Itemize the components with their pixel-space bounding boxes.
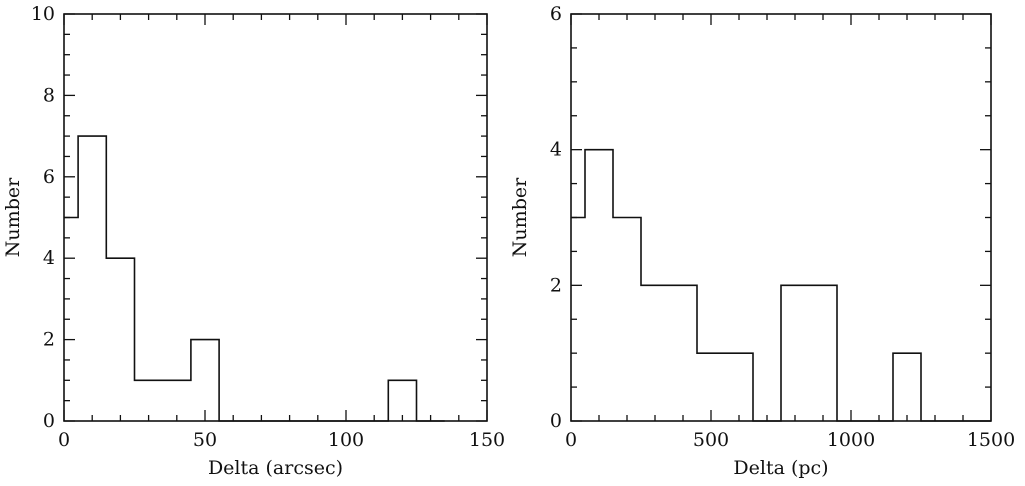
x-tick-label: 100 <box>328 429 364 451</box>
x-tick-label: 1500 <box>967 429 1015 451</box>
x-tick-label: 0 <box>58 429 70 451</box>
y-tick-label: 6 <box>550 3 562 25</box>
x-tick-label: 150 <box>469 429 505 451</box>
y-axis-label: Number <box>509 177 531 257</box>
minor-ticks <box>571 14 991 421</box>
histogram-outline <box>571 148 991 422</box>
y-tick-labels: 0 2 4 6 8 10 <box>31 3 55 432</box>
x-axis-label: Delta (arcsec) <box>208 457 343 479</box>
y-tick-label: 0 <box>550 410 562 432</box>
y-tick-label: 4 <box>43 247 55 269</box>
x-tick-label: 0 <box>565 429 577 451</box>
x-tick-label: 500 <box>693 429 729 451</box>
histogram-outline <box>64 135 445 422</box>
left-histogram-panel: 0 50 100 150 0 2 4 6 8 10 Delta (arcsec) Number <box>2 3 505 479</box>
x-tick-label: 50 <box>193 429 217 451</box>
y-tick-label: 4 <box>550 139 562 161</box>
x-tick-labels: 0 50 100 150 <box>58 429 505 451</box>
y-axis-label: Number <box>2 177 24 257</box>
minor-ticks <box>64 14 487 421</box>
y-tick-labels: 0 2 4 6 <box>550 3 562 432</box>
y-tick-label: 2 <box>43 329 55 351</box>
x-tick-labels: 0 500 1000 1500 <box>565 429 1015 451</box>
y-tick-label: 8 <box>43 84 55 106</box>
y-tick-label: 6 <box>43 166 55 188</box>
y-tick-label: 10 <box>31 3 55 25</box>
x-tick-label: 1000 <box>827 429 875 451</box>
y-tick-label: 0 <box>43 410 55 432</box>
y-tick-label: 2 <box>550 274 562 296</box>
x-axis-label: Delta (pc) <box>733 457 828 479</box>
plot-frame <box>63 13 488 422</box>
major-ticks <box>63 13 488 422</box>
right-histogram-panel: 0 500 1000 1500 0 2 4 6 Delta (pc) Number <box>509 3 1015 479</box>
